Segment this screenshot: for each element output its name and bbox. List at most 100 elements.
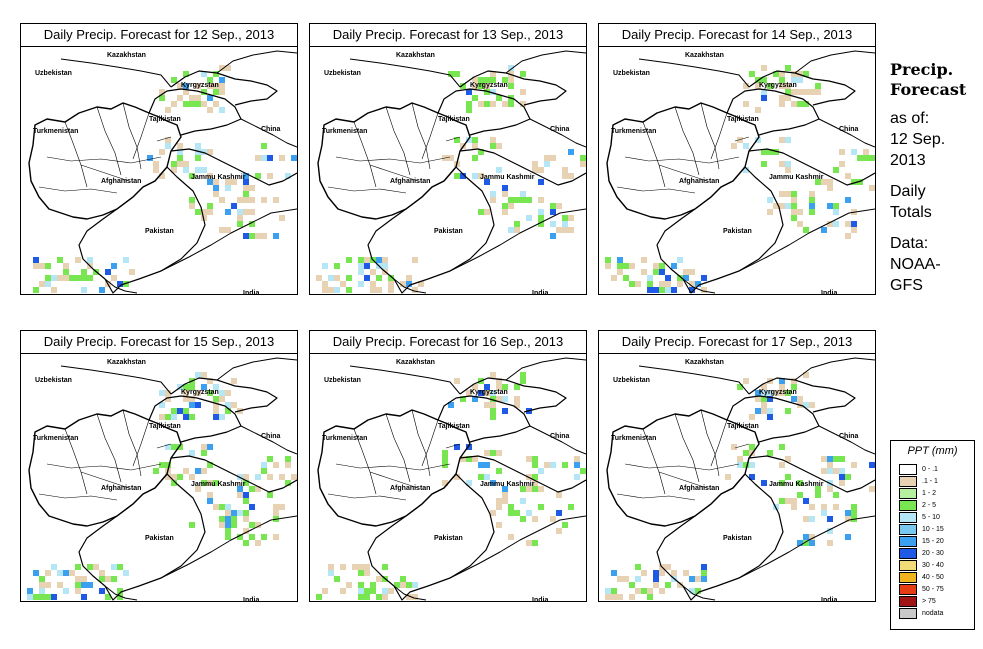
map-label-india: India (532, 290, 548, 294)
precip-cell (207, 203, 213, 209)
map-label-kyrgyzstan: Kyrgyzstan (759, 82, 797, 89)
precip-cell (478, 149, 484, 155)
kyrgyzstan-border (170, 377, 278, 413)
precip-cell (57, 275, 63, 281)
precip-cell (255, 474, 261, 480)
precip-cell (803, 372, 809, 378)
precip-cell (340, 588, 346, 594)
precip-cell (809, 191, 815, 197)
precip-cell (484, 402, 490, 408)
precip-cell (791, 209, 797, 215)
precip-cell (370, 588, 376, 594)
precip-cell (851, 504, 857, 510)
precip-cell (665, 564, 671, 570)
precip-cell (243, 233, 249, 239)
precip-cell (514, 197, 520, 203)
precip-cell (261, 197, 267, 203)
precip-cell (833, 492, 839, 498)
precip-cell (195, 209, 201, 215)
precip-cell (183, 83, 189, 89)
precip-cell (496, 450, 502, 456)
precip-cell (779, 498, 785, 504)
precip-cell (273, 462, 279, 468)
precip-cell (442, 456, 448, 462)
precip-cell (833, 456, 839, 462)
precip-cell (538, 179, 544, 185)
precip-cell (249, 504, 255, 510)
precip-cell (51, 564, 57, 570)
precip-cell (460, 173, 466, 179)
precip-cell (364, 594, 370, 600)
precip-cell (75, 576, 81, 582)
precip-cell (201, 101, 207, 107)
precip-cell (177, 408, 183, 414)
precip-cell (538, 221, 544, 227)
precip-cell (496, 384, 502, 390)
precip-cell (743, 462, 749, 468)
tajikistan-border (437, 395, 531, 443)
precip-cell (761, 480, 767, 486)
precip-cell (767, 149, 773, 155)
precip-cell (568, 173, 574, 179)
precip-cell (189, 396, 195, 402)
precip-cell (496, 498, 502, 504)
precip-cell (785, 137, 791, 143)
precip-cell (508, 510, 514, 516)
precip-cell (316, 594, 322, 600)
side-heading-line2: Forecast (890, 80, 967, 99)
precip-cell (147, 155, 153, 161)
precip-cell (406, 281, 412, 287)
precip-cell (171, 77, 177, 83)
precip-cell (785, 89, 791, 95)
precip-cell (815, 83, 821, 89)
precip-map: Kazakhstan Uzbekistan Kyrgyzstan Tajikistan… (27, 357, 297, 601)
precip-cell (779, 480, 785, 486)
map-label-india: India (243, 597, 259, 601)
precip-cell (520, 71, 526, 77)
precip-cell (484, 462, 490, 468)
province-border (616, 493, 696, 501)
map-label-kyrgyzstan: Kyrgyzstan (470, 82, 508, 89)
precip-cell (370, 281, 376, 287)
precip-cell (165, 462, 171, 468)
precip-cell (189, 450, 195, 456)
precip-cell (490, 396, 496, 402)
precip-cell (797, 221, 803, 227)
province-border (421, 112, 439, 160)
precip-cell (731, 143, 737, 149)
precip-cell (189, 203, 195, 209)
precip-cell (171, 167, 177, 173)
precip-cell (189, 197, 195, 203)
precip-cell (484, 474, 490, 480)
precip-cell (617, 576, 623, 582)
precip-cell (57, 582, 63, 588)
precip-cell (207, 83, 213, 89)
precip-cell (520, 378, 526, 384)
precip-cell (689, 576, 695, 582)
precip-cell (839, 456, 845, 462)
precip-cell (743, 143, 749, 149)
precip-cell (225, 185, 231, 191)
precip-cell (520, 89, 526, 95)
precip-cell (653, 269, 659, 275)
precip-cell (243, 540, 249, 546)
precip-cell (490, 143, 496, 149)
precip-cell (322, 263, 328, 269)
precip-cell (827, 516, 833, 522)
precip-cell (803, 540, 809, 546)
precip-cell (791, 197, 797, 203)
precip-cell (255, 173, 261, 179)
precip-cell (183, 167, 189, 173)
as-of-label: as of: (890, 110, 930, 127)
precip-cell (532, 161, 538, 167)
precip-cell (574, 474, 580, 480)
precip-cell (803, 516, 809, 522)
precip-cell (273, 233, 279, 239)
precip-cell (99, 576, 105, 582)
legend-item: 15 - 20 (899, 535, 974, 547)
precip-cell (63, 570, 69, 576)
precip-cell (261, 233, 267, 239)
precip-cell (827, 179, 833, 185)
precip-cell (484, 89, 490, 95)
province-border (156, 443, 172, 449)
